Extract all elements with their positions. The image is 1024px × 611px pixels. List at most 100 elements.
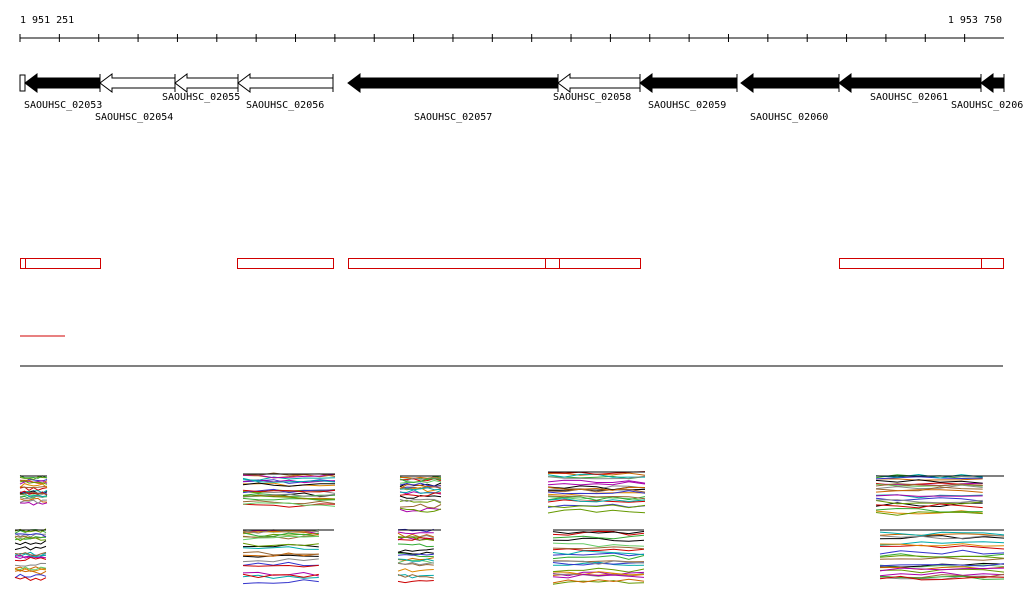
- expression-line: [547, 475, 646, 480]
- expression-line: [19, 480, 48, 485]
- expression-line: [875, 479, 983, 484]
- feature-box: [981, 258, 1004, 269]
- expression-line: [19, 499, 47, 504]
- expression-line: [14, 554, 47, 559]
- expression-line: [242, 497, 336, 501]
- expression-line: [242, 554, 319, 558]
- expression-line: [397, 558, 434, 562]
- expression-line: [552, 546, 645, 550]
- expression-line: [875, 483, 983, 487]
- gene-arrow: [838, 73, 982, 93]
- expression-line: [547, 486, 646, 491]
- expression-line: [397, 580, 434, 584]
- gene-arrow: [980, 73, 1005, 93]
- expression-line: [242, 561, 319, 567]
- expression-line: [875, 497, 983, 502]
- expression-line: [879, 556, 1005, 561]
- expression-line: [399, 498, 442, 503]
- gene-arrow: [639, 73, 738, 93]
- expression-line: [552, 548, 645, 552]
- expression-line: [397, 553, 434, 556]
- expression-line: [879, 575, 1005, 581]
- expression-line: [242, 488, 335, 494]
- expression-line: [19, 483, 48, 488]
- gene-arrow: [557, 73, 641, 93]
- gene-arrow: [237, 73, 334, 93]
- expression-line: [552, 530, 645, 535]
- expression-line: [19, 485, 48, 489]
- expression-line: [875, 486, 983, 492]
- expression-line: [14, 576, 47, 581]
- expression-line: [14, 569, 47, 575]
- expression-line: [552, 530, 645, 536]
- expression-line: [547, 495, 646, 500]
- gene-label: SAOUHSC_0206: [951, 100, 1023, 111]
- feature-box: [559, 258, 641, 269]
- expression-line: [399, 477, 442, 482]
- expression-line: [552, 573, 645, 579]
- expression-line: [242, 479, 336, 484]
- expression-line: [875, 489, 983, 493]
- expression-line: [879, 535, 1005, 540]
- expression-line: [875, 494, 983, 497]
- expression-line: [242, 476, 336, 481]
- feature-box: [545, 258, 560, 269]
- expression-line: [14, 556, 47, 562]
- feature-box: [348, 258, 546, 269]
- expression-line: [879, 563, 1005, 567]
- gene-label: SAOUHSC_02059: [648, 100, 726, 111]
- expression-line: [875, 507, 983, 513]
- expression-line: [553, 561, 645, 566]
- expression-line: [875, 510, 983, 515]
- expression-line: [242, 558, 319, 563]
- gene-label: SAOUHSC_02057: [414, 112, 492, 123]
- expression-line: [547, 488, 646, 493]
- gene-label: SAOUHSC_02056: [246, 100, 324, 111]
- gene-label: SAOUHSC_02055: [162, 92, 240, 103]
- expression-line: [242, 489, 336, 493]
- expression-line: [552, 562, 645, 566]
- expression-line: [399, 487, 442, 491]
- ruler-start-label: 1 951 251: [20, 15, 74, 26]
- expression-line: [14, 528, 47, 533]
- expression-line: [242, 551, 319, 556]
- expression-line: [242, 542, 319, 547]
- gene-arrow: [347, 73, 559, 93]
- expression-line: [397, 536, 434, 541]
- gene-arrow: [740, 73, 840, 93]
- expression-line: [547, 508, 646, 514]
- expression-line: [547, 499, 646, 503]
- feature-track: [20, 258, 1004, 269]
- expression-line: [875, 503, 983, 509]
- expression-line: [553, 560, 645, 565]
- expression-line: [547, 504, 646, 509]
- expression-line: [242, 477, 336, 483]
- expression-line: [547, 490, 646, 495]
- expression-line: [547, 481, 646, 486]
- expression-line: [879, 531, 1005, 537]
- expression-line: [399, 478, 442, 483]
- expression-line: [14, 536, 47, 542]
- gene-arrow: [24, 73, 101, 93]
- feature-box: [25, 258, 101, 269]
- expression-line: [552, 542, 645, 548]
- expression-line: [242, 574, 319, 579]
- expression-line: [552, 554, 645, 560]
- expression-line: [243, 495, 336, 500]
- expression-line: [242, 535, 319, 541]
- expression-line: [547, 498, 646, 503]
- expression-line: [242, 546, 319, 550]
- feature-box: [237, 258, 334, 269]
- ruler-end-label: 1 953 750: [948, 15, 1002, 26]
- expression-line: [242, 532, 319, 537]
- expression-line: [552, 567, 645, 573]
- expression-line: [399, 503, 442, 509]
- expression-line: [552, 580, 645, 585]
- expression-line: [14, 551, 47, 557]
- gene-label: SAOUHSC_02053: [24, 100, 102, 111]
- feature-box: [20, 258, 26, 269]
- expression-line: [875, 500, 983, 505]
